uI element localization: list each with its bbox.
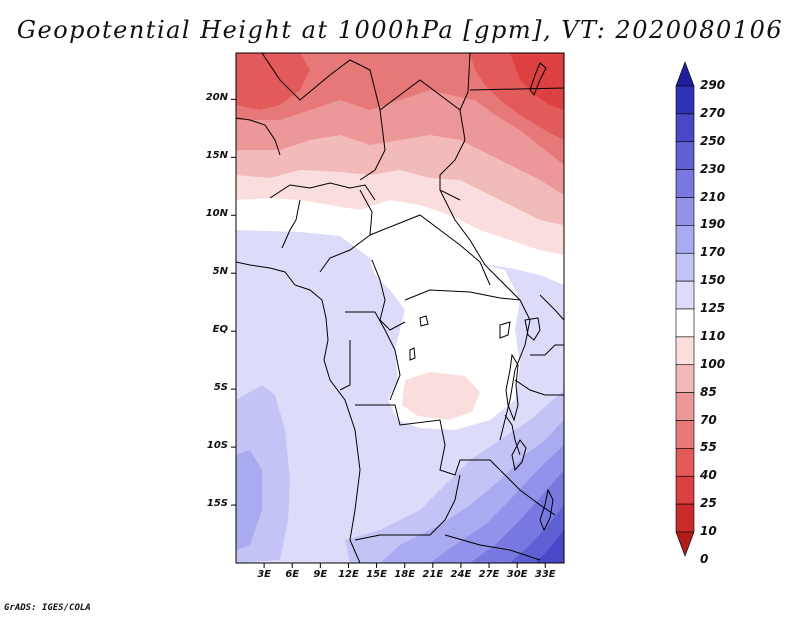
colorbar-level-label: 10: [700, 524, 717, 538]
colorbar-level-label: 85: [700, 384, 717, 399]
lon-tick-label: 30E: [506, 569, 528, 580]
lat-tick-label: 5N: [212, 266, 228, 278]
colorbar-level-label: 40: [700, 468, 717, 483]
lon-tick-label: 6E: [285, 569, 300, 580]
credit-text: GrADS: IGES/COLA: [4, 603, 91, 613]
lon-tick-label: 15E: [366, 569, 387, 580]
colorbar-segment: [675, 141, 695, 170]
colorbar-level-label: 290: [700, 78, 726, 92]
colorbar-segment: [675, 61, 695, 87]
colorbar-segment: [675, 225, 695, 254]
contour-fills: [236, 53, 564, 563]
colorbar-segment: [675, 448, 695, 477]
colorbar-segment: [675, 280, 695, 310]
lat-tick-label: 10S: [206, 440, 228, 452]
colorbar-segment: [675, 308, 695, 338]
colorbar-level-label: 125: [700, 301, 726, 315]
colorbar-level-label: 230: [700, 161, 726, 176]
colorbar-segment: [675, 503, 695, 533]
country-borders: [236, 53, 564, 563]
colorbar-level-label: 110: [700, 328, 726, 343]
colorbar-segment: [675, 169, 695, 198]
colorbar-level-label: 150: [700, 273, 726, 288]
colorbar-level-label: 190: [700, 217, 726, 232]
colorbar-level-label: 210: [700, 189, 726, 204]
colorbar-segment: [675, 336, 695, 366]
lon-tick-label: 33E: [534, 569, 556, 580]
colorbar-segment: [675, 392, 695, 421]
colorbar-level-label: 270: [700, 105, 726, 120]
colorbar-segment: [675, 420, 695, 449]
lon-tick-label: 27E: [478, 569, 500, 580]
lat-tick-label: 15N: [205, 150, 228, 162]
colorbar-segment: [675, 364, 695, 393]
colorbar-level-label: 100: [700, 356, 726, 371]
lat-tick-label: 20N: [205, 92, 228, 104]
colorbar-segment: [675, 252, 695, 282]
colorbar-segment: [675, 475, 695, 505]
lon-tick-label: 12E: [338, 569, 359, 580]
lat-tick-label: 15S: [206, 498, 228, 510]
lat-tick-label: 5S: [213, 382, 228, 394]
colorbar-level-label: 25: [700, 496, 717, 511]
lon-tick-label: 3E: [257, 569, 271, 580]
colorbar-level-label: 170: [700, 245, 726, 260]
colorbar-segment: [675, 531, 695, 557]
colorbar-segment: [675, 85, 695, 115]
map-frame: [235, 52, 565, 564]
lon-tick-label: 18E: [394, 569, 416, 580]
map-title: Geopotential Height at 1000hPa [gpm], VT…: [16, 16, 784, 44]
lon-tick-label: 24E: [450, 569, 472, 580]
colorbar-level-label: 250: [700, 133, 726, 148]
lat-tick-label: EQ: [212, 324, 228, 336]
axis-ticks: [231, 98, 546, 568]
colorbar-level-label: 0: [700, 551, 709, 566]
colorbar-level-label: 55: [700, 440, 717, 455]
colorbar-level-label: 70: [700, 412, 717, 427]
lat-tick-label: 10N: [205, 208, 228, 220]
colorbar-segment: [675, 197, 695, 226]
colorbar-segment: [675, 113, 695, 143]
lon-tick-label: 9E: [313, 569, 328, 580]
lon-tick-label: 21E: [422, 569, 444, 580]
colorbar: [675, 61, 695, 557]
